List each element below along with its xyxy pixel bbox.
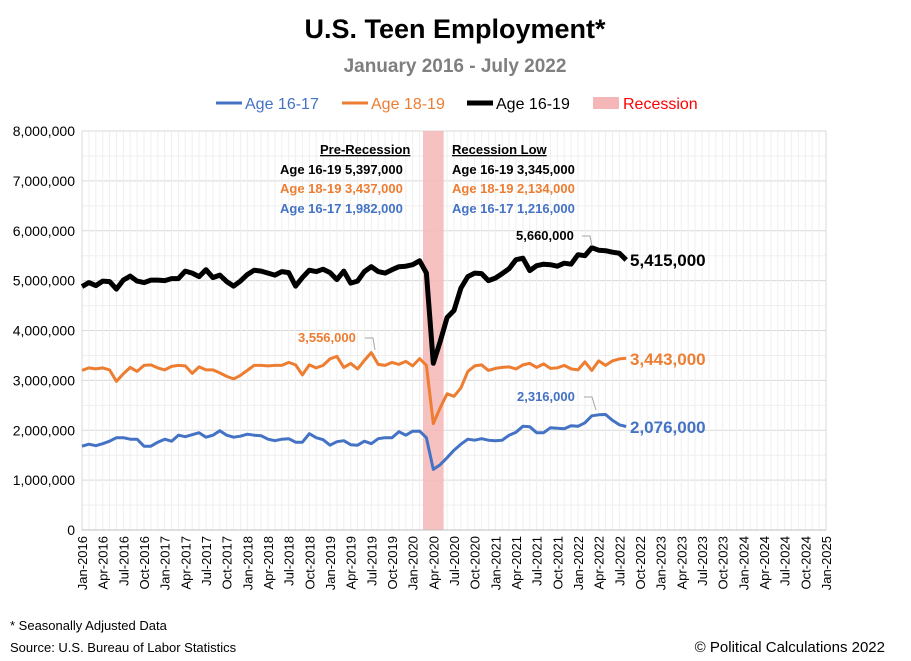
x-tick-label: Jan-2017 bbox=[158, 536, 173, 590]
series-lines bbox=[80, 245, 628, 471]
end-labels: 5,415,000 3,443,000 2,076,000 bbox=[630, 251, 706, 437]
x-tick-label: Jan-2025 bbox=[819, 536, 834, 590]
y-tick-label: 7,000,000 bbox=[13, 173, 75, 189]
recession-low-line-18-19: Age 18-19 2,134,000 bbox=[452, 181, 575, 196]
x-tick-label: Jul-2023 bbox=[695, 536, 710, 586]
series-line-age-18-19 bbox=[81, 351, 627, 426]
y-tick-label: 3,000,000 bbox=[13, 372, 75, 388]
pre-recession-line-16-19: Age 16-19 5,397,000 bbox=[280, 162, 403, 177]
x-tick-label: Apr-2018 bbox=[261, 536, 276, 589]
recession-low-line-16-19: Age 16-19 3,345,000 bbox=[452, 162, 575, 177]
x-tick-label: Jan-2022 bbox=[571, 536, 586, 590]
x-tick-label: Apr-2023 bbox=[674, 536, 689, 589]
legend-label-recession: Recession bbox=[623, 96, 698, 113]
x-tick-label: Jan-2020 bbox=[406, 536, 421, 590]
y-tick-label: 4,000,000 bbox=[13, 323, 75, 339]
series-line-age-16-17 bbox=[81, 413, 627, 471]
end-label-16-19: 5,415,000 bbox=[630, 251, 706, 270]
source-note: Source: U.S. Bureau of Labor Statistics bbox=[10, 640, 237, 655]
x-tick-label: Jan-2021 bbox=[488, 536, 503, 590]
x-tick-label: Jul-2024 bbox=[778, 536, 793, 586]
x-tick-label: Oct-2024 bbox=[798, 536, 813, 589]
peak-label-16-19: 5,660,000 bbox=[516, 228, 574, 243]
x-tick-label: Oct-2016 bbox=[137, 536, 152, 589]
y-tick-label: 8,000,000 bbox=[13, 123, 75, 139]
x-tick-label: Oct-2019 bbox=[385, 536, 400, 589]
copyright-note: © Political Calculations 2022 bbox=[695, 639, 885, 656]
end-label-16-17: 2,076,000 bbox=[630, 418, 706, 437]
x-tick-label: Jan-2016 bbox=[75, 536, 90, 590]
legend: Age 16-17 Age 18-19 Age 16-19 Recession bbox=[216, 96, 698, 113]
pre-recession-annotation: Pre-Recession Age 16-19 5,397,000 Age 18… bbox=[280, 142, 410, 216]
recession-band bbox=[423, 131, 444, 530]
recession-low-heading: Recession Low bbox=[452, 142, 548, 157]
end-label-18-19: 3,443,000 bbox=[630, 350, 706, 369]
x-tick-label: Apr-2024 bbox=[757, 536, 772, 589]
x-tick-label: Jan-2024 bbox=[736, 536, 751, 590]
x-axis: Jan-2016 Apr-2016 Jul-2016 Oct-2016 Jan-2017… bbox=[75, 529, 834, 590]
pre-recession-line-16-17: Age 16-17 1,982,000 bbox=[280, 201, 403, 216]
peak-leader-16-19 bbox=[582, 235, 593, 247]
footnote: * Seasonally Adjusted Data bbox=[10, 618, 168, 633]
recession-low-annotation: Recession Low Age 16-19 3,345,000 Age 18… bbox=[452, 142, 575, 216]
x-tick-label: Apr-2016 bbox=[96, 536, 111, 589]
x-tick-label: Oct-2020 bbox=[468, 536, 483, 589]
peak-label-16-17: 2,316,000 bbox=[517, 389, 575, 404]
x-tick-label: Oct-2022 bbox=[633, 536, 648, 589]
y-tick-label: 2,000,000 bbox=[13, 422, 75, 438]
peak-label-18-19: 3,556,000 bbox=[298, 330, 356, 345]
legend-label-age-16-19: Age 16-19 bbox=[496, 96, 570, 113]
x-tick-label: Jul-2020 bbox=[447, 536, 462, 586]
x-tick-label: Jan-2018 bbox=[240, 536, 255, 590]
x-tick-label: Jul-2018 bbox=[282, 536, 297, 586]
y-tick-label: 1,000,000 bbox=[13, 472, 75, 488]
x-tick-label: Jul-2019 bbox=[364, 536, 379, 586]
pre-recession-line-18-19: Age 18-19 3,437,000 bbox=[280, 181, 403, 196]
x-tick-label: Jul-2017 bbox=[199, 536, 214, 586]
x-tick-label: Oct-2023 bbox=[716, 536, 731, 589]
x-tick-label: Jul-2022 bbox=[612, 536, 627, 586]
peak-labels: 5,660,000 3,556,000 2,316,000 bbox=[298, 228, 597, 411]
peak-leader-16-17 bbox=[584, 396, 597, 411]
x-tick-label: Oct-2021 bbox=[550, 536, 565, 589]
y-tick-label: 0 bbox=[67, 522, 75, 538]
legend-label-age-16-17: Age 16-17 bbox=[245, 96, 319, 113]
pre-recession-heading: Pre-Recession bbox=[320, 142, 410, 157]
x-tick-label: Jul-2016 bbox=[116, 536, 131, 586]
x-tick-label: Oct-2017 bbox=[220, 536, 235, 589]
legend-label-age-18-19: Age 18-19 bbox=[371, 96, 445, 113]
x-tick-label: Apr-2022 bbox=[592, 536, 607, 589]
x-tick-label: Jan-2023 bbox=[654, 536, 669, 590]
x-tick-label: Oct-2018 bbox=[302, 536, 317, 589]
peak-leader-18-19 bbox=[365, 337, 376, 351]
x-tick-label: Apr-2020 bbox=[426, 536, 441, 589]
y-axis: 0 1,000,000 2,000,000 3,000,000 4,000,000 5,0… bbox=[13, 123, 76, 538]
chart-title: U.S. Teen Employment* bbox=[304, 14, 606, 44]
recession-low-line-16-17: Age 16-17 1,216,000 bbox=[452, 201, 575, 216]
y-tick-label: 5,000,000 bbox=[13, 273, 75, 289]
gridlines bbox=[81, 130, 827, 531]
y-tick-label: 6,000,000 bbox=[13, 223, 75, 239]
x-tick-label: Jan-2019 bbox=[323, 536, 338, 590]
x-tick-label: Apr-2017 bbox=[178, 536, 193, 589]
x-tick-label: Apr-2021 bbox=[509, 536, 524, 589]
x-tick-label: Jul-2021 bbox=[530, 536, 545, 586]
series-line-age-16-19 bbox=[80, 245, 628, 366]
x-tick-label: Apr-2019 bbox=[344, 536, 359, 589]
chart-subtitle: January 2016 - July 2022 bbox=[344, 56, 567, 77]
